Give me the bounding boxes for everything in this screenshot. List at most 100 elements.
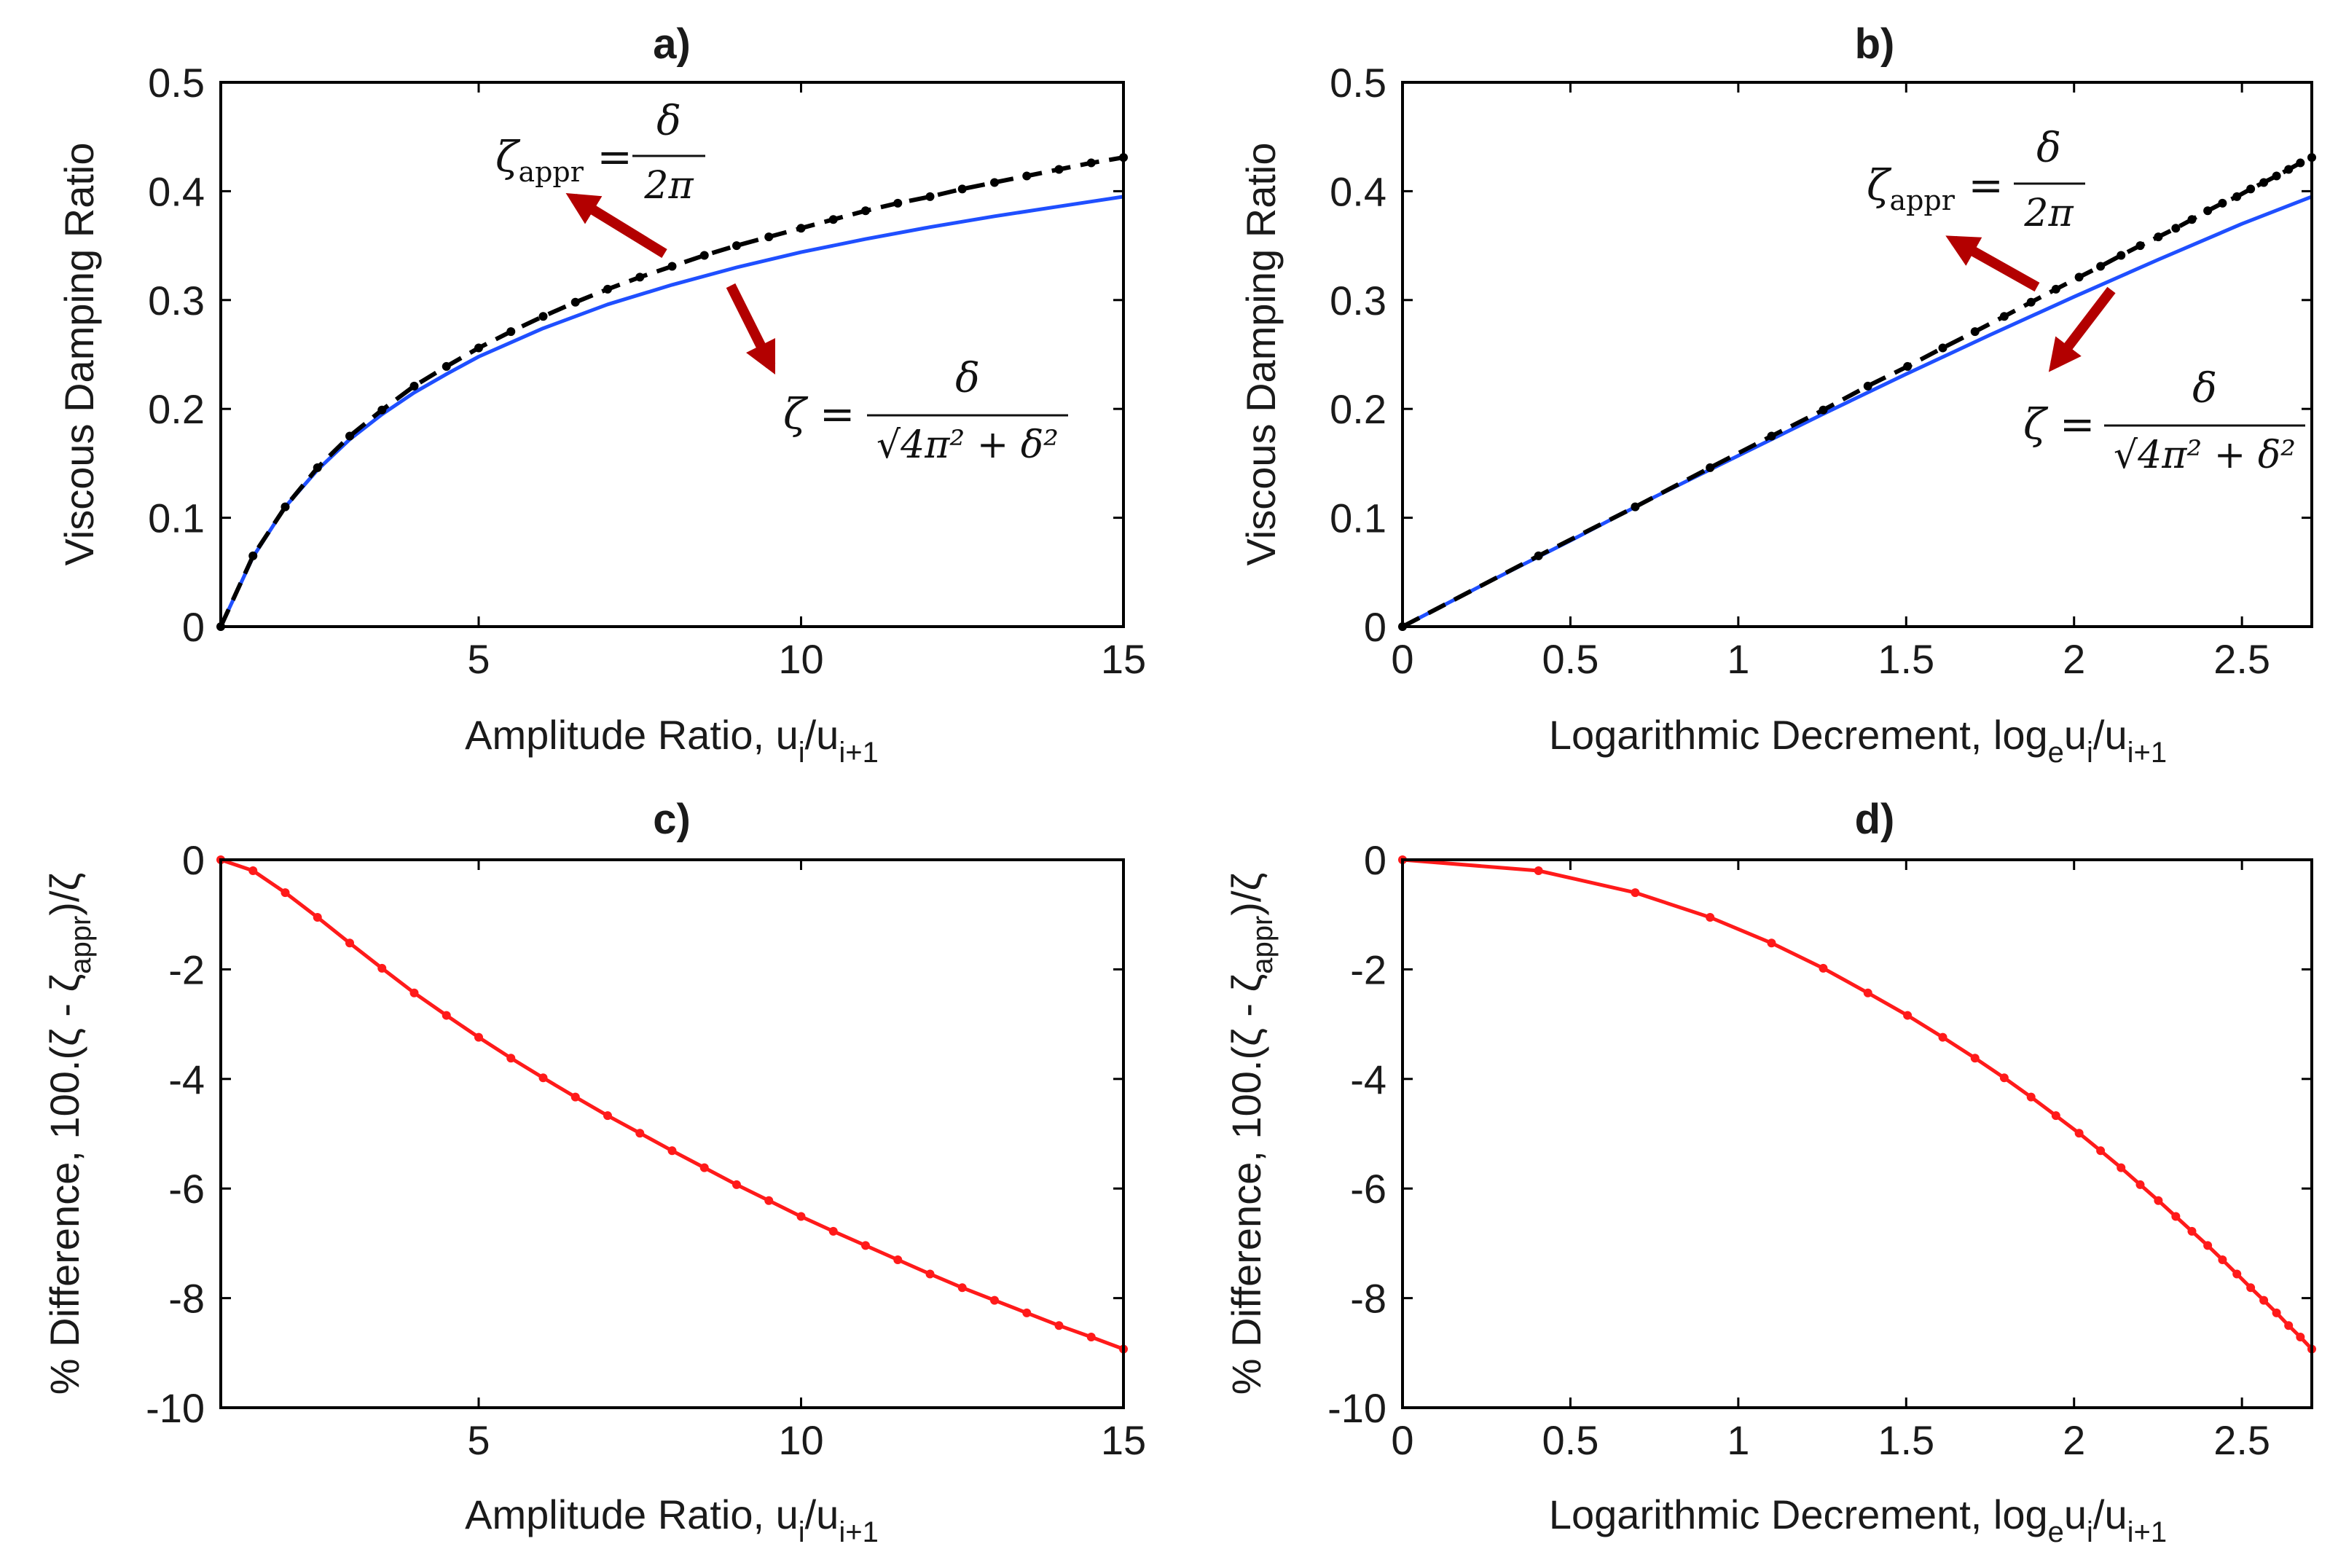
y-tick-label: 0.4 bbox=[1330, 168, 1386, 214]
y-tick-label: 0 bbox=[182, 837, 205, 883]
series-line bbox=[219, 155, 1124, 628]
data-point bbox=[1631, 502, 1640, 511]
data-point bbox=[2203, 1241, 2213, 1250]
data-point bbox=[2154, 1196, 2163, 1205]
panel-a-annotation-approx: ζappr = δ 2π bbox=[495, 98, 705, 208]
panel-b-annotation-exact: ζ = δ √4π² + δ² bbox=[2023, 365, 2305, 477]
panel-c-label: c) bbox=[653, 796, 691, 843]
data-point bbox=[1086, 158, 1096, 168]
data-point bbox=[1819, 405, 1828, 415]
panel-d-plot-layer: 0 0.5 1 1.5 2 2.5 -10 -8 -6 -4 -2 0 bbox=[1327, 837, 2316, 1463]
x-tick-label: 2.5 bbox=[2213, 636, 2270, 682]
data-point bbox=[538, 312, 548, 321]
data-point bbox=[2246, 1283, 2256, 1293]
data-point bbox=[2296, 1332, 2305, 1341]
y-tick-label: 0.4 bbox=[148, 168, 205, 214]
series-line bbox=[220, 858, 1124, 1351]
data-point bbox=[1534, 551, 1543, 560]
data-point bbox=[442, 1011, 451, 1020]
data-point bbox=[893, 198, 903, 208]
data-point bbox=[2232, 192, 2242, 201]
data-point bbox=[1863, 381, 1872, 391]
x-tick-label: 1.5 bbox=[1878, 1417, 1934, 1463]
annotation-num: δ bbox=[2192, 365, 2217, 412]
data-point bbox=[667, 1146, 677, 1156]
data-point bbox=[1903, 1011, 1913, 1020]
data-point bbox=[281, 888, 290, 898]
panel-b-arrow-approx bbox=[1945, 235, 2040, 292]
data-point bbox=[2051, 284, 2060, 294]
data-point bbox=[2284, 165, 2294, 174]
panel-b-label: b) bbox=[1855, 20, 1895, 68]
panel-c-xlabel-main: Amplitude Ratio, u bbox=[465, 1491, 799, 1537]
panel-b-arrow-exact bbox=[2048, 286, 2116, 372]
y-tick-label: 0.2 bbox=[148, 386, 205, 432]
data-point bbox=[377, 963, 387, 973]
x-tick-label: 1.5 bbox=[1878, 636, 1934, 682]
data-point bbox=[2296, 158, 2305, 168]
panel-c-xlabel-mid: /u bbox=[805, 1491, 839, 1537]
x-tick-label: 0 bbox=[1391, 1417, 1413, 1463]
data-point bbox=[2218, 198, 2227, 208]
panel-c-frame bbox=[219, 858, 1125, 1409]
data-point bbox=[1767, 938, 1776, 948]
panel-b-xlabel: Logarithmic Decrement, logeui/ui+1 bbox=[1549, 712, 2167, 769]
x-tick-label: 2 bbox=[2063, 1417, 2085, 1463]
data-point bbox=[474, 1032, 483, 1042]
y-tick-label: -6 bbox=[1350, 1166, 1386, 1212]
data-point bbox=[764, 232, 774, 242]
y-tick-label: 0.5 bbox=[148, 60, 205, 106]
data-point bbox=[990, 178, 999, 187]
data-point bbox=[1022, 171, 1032, 181]
panel-c: 5 10 15 -10 -8 -6 -4 -2 0 c) % Difference, 100.(… bbox=[42, 796, 1146, 1548]
data-point bbox=[796, 224, 806, 233]
panel-d-xlabel: Logarithmic Decrement, logeui/ui+1 bbox=[1549, 1491, 2167, 1548]
panel-b-xlabel-end: /u bbox=[2093, 712, 2127, 758]
y-tick-label: -10 bbox=[146, 1385, 205, 1431]
data-point bbox=[2171, 224, 2181, 233]
panel-a-xlabel-main: Amplitude Ratio, u bbox=[465, 712, 799, 758]
panel-a: 5 10 15 0 0.1 0.2 0.3 0.4 0.5 a) Viscous Damping… bbox=[56, 20, 1146, 769]
data-point bbox=[2135, 241, 2145, 251]
series-line bbox=[1402, 858, 2313, 1351]
panel-d-xlabel-sub2: i bbox=[2087, 1516, 2093, 1548]
svg-text:ζ =: ζ = bbox=[2023, 399, 2095, 449]
data-point bbox=[1086, 1332, 1096, 1341]
x-tick-label: 0.5 bbox=[1542, 1417, 1599, 1463]
panel-b-xlabel-sub3: i+1 bbox=[2127, 737, 2168, 769]
annotation-symbol: ζ bbox=[2023, 399, 2049, 449]
data-point bbox=[2187, 1226, 2197, 1236]
x-tick-label: 1 bbox=[1727, 636, 1749, 682]
panel-d-ylabel-end: )/ζ bbox=[1223, 873, 1269, 916]
data-point bbox=[570, 297, 580, 307]
data-point bbox=[538, 1073, 548, 1083]
data-point bbox=[506, 327, 516, 337]
data-point bbox=[925, 1269, 935, 1279]
panel-b: 0 0.5 1 1.5 2 2.5 0 0.1 0.2 0.3 0.4 0.5 b) Viscous … bbox=[1238, 20, 2316, 769]
data-point bbox=[1938, 1032, 1947, 1042]
x-tick-label: 10 bbox=[778, 1417, 823, 1463]
annotation-symbol: ζ bbox=[495, 132, 521, 181]
data-point bbox=[248, 866, 258, 876]
data-point bbox=[2171, 1212, 2181, 1221]
y-tick-label: -8 bbox=[168, 1276, 205, 1322]
annotation-num: δ bbox=[955, 355, 980, 402]
data-point bbox=[699, 1163, 709, 1172]
data-point bbox=[732, 241, 741, 251]
annotation-symbol: ζ bbox=[783, 389, 809, 439]
panel-a-xlabel-mid: /u bbox=[805, 712, 839, 758]
annotation-equals: = bbox=[1955, 160, 2004, 210]
panel-c-ylabel-sub: appr bbox=[65, 916, 97, 974]
panel-c-ylabel-main: % Difference, 100.(ζ - ζ bbox=[42, 974, 87, 1395]
x-tick-label: 2.5 bbox=[2213, 1417, 2270, 1463]
panel-b-frame bbox=[1401, 81, 2313, 628]
panel-d-ylabel-main: % Difference, 100.(ζ - ζ bbox=[1223, 974, 1269, 1395]
panel-c-xlabel-sub1: i bbox=[799, 1516, 805, 1548]
data-point bbox=[764, 1196, 774, 1205]
panel-d-label: d) bbox=[1855, 796, 1895, 843]
y-tick-label: -8 bbox=[1350, 1276, 1386, 1322]
panel-d-xlabel-main: Logarithmic Decrement, log bbox=[1549, 1491, 2048, 1537]
panel-a-xlabel-sub1: i bbox=[799, 737, 805, 769]
x-tick-label: 10 bbox=[778, 636, 823, 682]
annotation-den: 2π bbox=[2023, 192, 2074, 235]
